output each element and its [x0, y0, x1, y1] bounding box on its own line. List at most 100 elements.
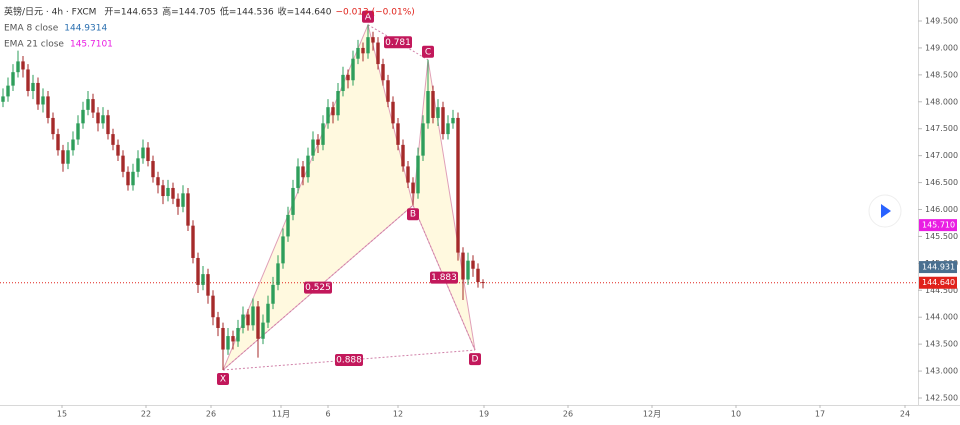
candle-body	[131, 171, 135, 186]
candle-body	[166, 187, 170, 197]
y-tick-label: 143.000	[925, 367, 958, 376]
candle-body	[71, 139, 75, 151]
candle-body	[41, 96, 45, 105]
candle-body	[416, 155, 420, 194]
ratio-label: 0.525	[305, 283, 331, 293]
candle-body	[216, 317, 220, 328]
candle-body	[441, 107, 445, 135]
point-label: D	[472, 355, 479, 365]
y-tick-label: 148.500	[925, 70, 958, 79]
candle-body	[356, 47, 360, 59]
candle-body	[116, 144, 120, 156]
x-tick-label: 12	[393, 410, 403, 419]
candle-body	[21, 61, 25, 70]
point-label: A	[365, 12, 372, 22]
price-tag-label: 145.710	[922, 221, 955, 230]
candle-body	[61, 150, 65, 164]
candle-body	[246, 314, 250, 326]
readout-item: 高=144.705	[162, 6, 216, 18]
x-tick-label: 10	[731, 410, 741, 419]
candle-body	[361, 47, 365, 54]
candle-body	[286, 214, 290, 237]
candle-body	[221, 327, 225, 350]
candle-body	[326, 107, 330, 124]
candle-body	[376, 42, 380, 65]
candle-body	[206, 274, 210, 296]
candle-body	[351, 58, 355, 81]
candle-body	[86, 99, 90, 110]
x-tick-label: 26	[206, 410, 216, 419]
candle-body	[186, 193, 190, 226]
candle-body	[146, 147, 150, 162]
candle-body	[241, 314, 245, 328]
readout-item: −0.013 (−0.01%)	[335, 8, 414, 18]
indicator-value: 145.7101	[70, 40, 113, 50]
ratio-box	[430, 271, 458, 284]
indicator-name: EMA 8 close	[4, 24, 59, 34]
candle-body	[66, 150, 70, 164]
candle-body	[291, 187, 295, 215]
price-tag-label: 144.931	[922, 263, 955, 272]
candle-body	[266, 303, 270, 323]
candle-body	[176, 198, 180, 207]
x-tick-label: 22	[141, 410, 151, 419]
candle-body	[106, 115, 110, 135]
ratio-line	[367, 24, 429, 61]
y-tick-label: 147.000	[925, 151, 958, 160]
readout-item: 收=144.640	[278, 6, 332, 18]
candle-body	[371, 37, 375, 43]
y-tick-label: 147.500	[925, 124, 958, 133]
y-tick-label: 149.000	[925, 43, 958, 52]
y-tick-label: 144.500	[925, 286, 958, 295]
candle-body	[336, 91, 340, 116]
candle-body	[151, 161, 155, 178]
candle-body	[431, 91, 435, 118]
candle-body	[36, 82, 40, 105]
x-tick-label: 11月	[272, 410, 290, 419]
candle-body	[6, 85, 10, 97]
candle-body	[161, 185, 165, 197]
candle-body	[366, 37, 370, 54]
candle-body	[81, 109, 85, 124]
y-tick-label: 143.500	[925, 340, 958, 349]
candle-body	[101, 115, 105, 124]
x-tick-label: 6	[325, 410, 330, 419]
candle-body	[451, 117, 455, 124]
candle-body	[311, 139, 315, 156]
candle-body	[231, 336, 235, 342]
point-box	[217, 372, 229, 385]
price-tag	[919, 261, 957, 274]
candle-body	[466, 260, 470, 280]
candle-body	[436, 107, 440, 118]
play-icon[interactable]	[881, 204, 891, 218]
candle-body	[236, 327, 240, 342]
y-tick-label: 146.000	[925, 205, 958, 214]
candle-body	[26, 69, 30, 92]
candle-body	[211, 295, 215, 318]
candle-body	[301, 166, 305, 178]
y-tick-label: 144.000	[925, 313, 958, 322]
candle-body	[191, 225, 195, 258]
point-box	[407, 208, 419, 221]
candle-body	[121, 155, 125, 172]
point-label: C	[425, 47, 431, 57]
play-button[interactable]	[868, 194, 902, 228]
candle-body	[276, 263, 280, 285]
y-tick-label: 148.000	[925, 97, 958, 106]
candle-body	[296, 166, 300, 188]
candle-body	[341, 74, 345, 92]
candle-body	[226, 336, 230, 350]
candle-body	[181, 193, 185, 207]
candle-body	[456, 117, 460, 253]
candle-body	[461, 252, 465, 280]
ratio-label: 1.883	[431, 273, 457, 283]
candles	[0, 24, 918, 370]
candle-body	[16, 61, 20, 73]
candle-body	[56, 134, 60, 151]
point-label: X	[220, 374, 226, 384]
candle-body	[471, 260, 475, 269]
candle-body	[406, 166, 410, 183]
candle-body	[31, 82, 35, 92]
